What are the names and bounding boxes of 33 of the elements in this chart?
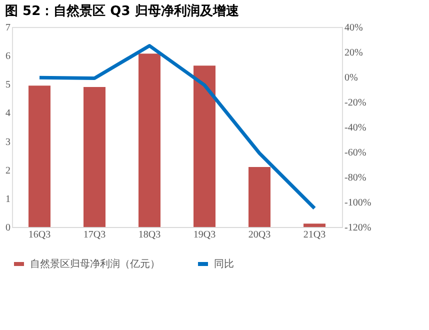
y-tick-label: 4 xyxy=(6,108,10,120)
bar xyxy=(304,224,326,227)
y-tick-label: 2 xyxy=(6,165,10,176)
line-series xyxy=(38,44,316,210)
y-tick-label: 0 xyxy=(6,222,10,234)
x-tick-label: 18Q3 xyxy=(138,230,161,240)
x-tick-label: 16Q3 xyxy=(28,230,51,240)
y2-tick-label: 0% xyxy=(344,72,358,84)
y2-tick-label: -40% xyxy=(344,122,366,134)
bar xyxy=(194,66,216,227)
y-tick-label: 1 xyxy=(6,194,10,205)
y2-tick-label: -60% xyxy=(344,148,366,158)
bar xyxy=(138,54,160,227)
x-tick-label: 17Q3 xyxy=(83,230,106,240)
legend-label: 同比 xyxy=(214,258,234,270)
y2-tick-label: -100% xyxy=(344,198,372,208)
legend-label: 自然景区归母净利润（亿元） xyxy=(30,258,160,270)
x-tick-label: 21Q3 xyxy=(303,230,326,240)
y2-tick-label: -20% xyxy=(344,98,366,108)
y2-tick-label: 20% xyxy=(344,48,363,58)
y-tick-label: 6 xyxy=(6,51,10,62)
x-tick-label: 20Q3 xyxy=(248,230,271,240)
x-tick-label: 19Q3 xyxy=(193,230,216,240)
y-tick-label: 3 xyxy=(6,136,10,148)
bar xyxy=(84,87,106,227)
bar xyxy=(28,86,50,227)
y2-tick-label: -120% xyxy=(344,222,372,234)
y-tick-label: 7 xyxy=(6,22,10,34)
bar xyxy=(248,167,270,227)
chart-title: 图 52：自然景区 Q3 归母净利润及增速 xyxy=(5,3,240,19)
y2-tick-label: -80% xyxy=(344,172,366,184)
y-tick-label: 5 xyxy=(6,80,10,91)
y2-tick-label: 40% xyxy=(344,22,363,34)
